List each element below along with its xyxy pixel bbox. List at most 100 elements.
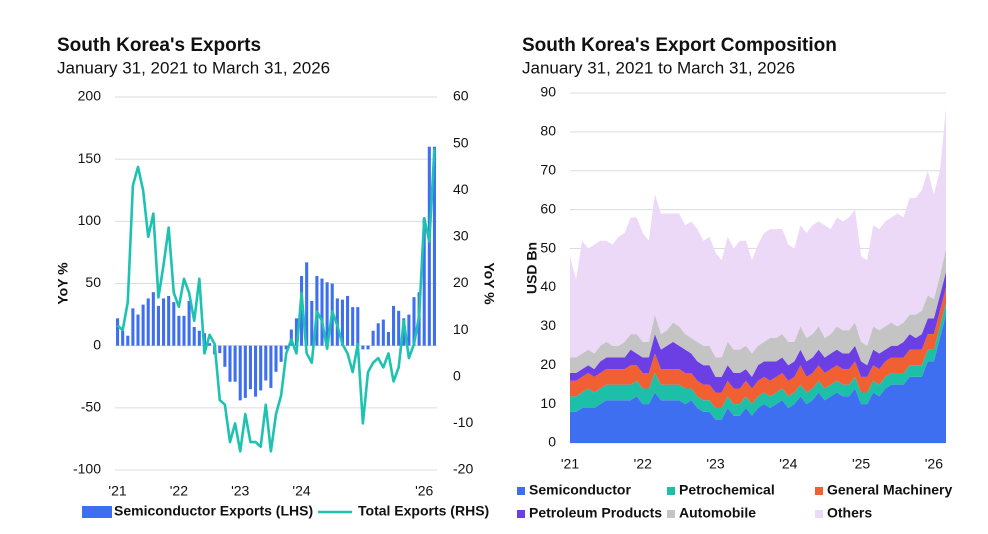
legend-swatch: [667, 487, 675, 495]
bar: [376, 323, 380, 346]
area: [570, 287, 946, 408]
y-tick-label: 0: [93, 336, 101, 352]
line: [116, 148, 436, 453]
y2-tick-label: -10: [453, 414, 473, 430]
bar: [305, 262, 309, 346]
bar: [208, 343, 212, 346]
bar: [294, 318, 298, 346]
bar: [289, 329, 293, 346]
bar: [151, 292, 155, 346]
legend-label: Semiconductor Exports (LHS): [114, 503, 313, 519]
y-tick-label: -100: [73, 461, 101, 477]
y-tick-label: 100: [78, 212, 102, 228]
bar: [259, 345, 263, 391]
x-tick-label: '24: [779, 456, 797, 472]
legend-swatch: [517, 487, 525, 495]
bar: [248, 345, 252, 390]
x-tick-label: '21: [561, 456, 579, 472]
bar: [182, 315, 186, 346]
legend-swatch: [667, 510, 675, 518]
y-tick-label: 90: [540, 84, 556, 100]
y2-tick-label: 20: [453, 274, 469, 290]
x-tick-label: '26: [925, 456, 943, 472]
legend-label: Others: [827, 505, 872, 521]
bar: [243, 345, 247, 398]
x-tick-label: '23: [231, 483, 249, 499]
bar: [192, 327, 196, 346]
y-tick-label: 60: [540, 200, 556, 216]
legend-swatch: [815, 487, 823, 495]
y-axis-label: YoY %: [55, 262, 71, 305]
bar: [233, 345, 237, 382]
bar: [162, 298, 166, 346]
area: [570, 314, 946, 443]
y-axis-label: USD Bn: [524, 242, 540, 294]
bar: [126, 335, 130, 346]
y2-tick-label: -20: [453, 461, 473, 477]
area: [570, 303, 946, 420]
bar: [156, 305, 160, 346]
y-tick-label: 30: [540, 317, 556, 333]
bar: [269, 345, 273, 388]
bar: [254, 345, 258, 397]
bar: [407, 314, 411, 346]
legend-label: Semiconductor: [529, 482, 631, 498]
area: [570, 108, 946, 358]
area: [570, 248, 946, 377]
x-tick-label: '24: [292, 483, 310, 499]
bar: [172, 302, 176, 346]
bar: [274, 345, 278, 372]
legend-swatch: [517, 510, 525, 518]
bar: [320, 278, 324, 346]
chart-title: South Korea's Export Composition: [522, 35, 837, 56]
legend-swatch: [815, 510, 823, 518]
bar: [325, 282, 329, 346]
bar: [371, 330, 375, 346]
bar: [356, 307, 360, 346]
y-tick-label: -50: [81, 399, 101, 415]
bar: [386, 331, 390, 346]
bar: [432, 146, 436, 346]
legend-label: Petrochemical: [679, 482, 775, 498]
y-tick-label: 10: [540, 395, 556, 411]
bar: [177, 315, 181, 346]
bar: [218, 345, 222, 354]
bar: [310, 300, 314, 346]
bar: [284, 345, 288, 350]
bar: [351, 307, 355, 346]
y2-tick-label: 40: [453, 181, 469, 197]
y2-tick-label: 10: [453, 321, 469, 337]
y-tick-label: 20: [540, 356, 556, 372]
y2-tick-label: 30: [453, 228, 469, 244]
bar: [300, 276, 304, 346]
y-tick-label: 0: [548, 434, 556, 450]
y2-tick-label: 60: [453, 88, 469, 104]
area: [570, 271, 946, 393]
legend-label: Automobile: [679, 505, 756, 521]
bar: [381, 319, 385, 346]
x-tick-label: '25: [852, 456, 870, 472]
legend-label: General Machinery: [827, 482, 952, 498]
x-tick-label: '23: [706, 456, 724, 472]
y-tick-label: 200: [78, 88, 102, 104]
bar: [167, 295, 171, 346]
bar: [397, 310, 401, 346]
chart-subtitle: January 31, 2021 to March 31, 2026: [522, 58, 795, 77]
bar: [346, 295, 350, 346]
bar: [279, 345, 283, 362]
x-tick-label: '26: [415, 483, 433, 499]
y-tick-label: 50: [85, 274, 101, 290]
bar: [412, 297, 416, 346]
bar: [392, 305, 396, 346]
bar: [366, 345, 370, 350]
chart-title: South Korea's Exports: [57, 35, 261, 56]
bar: [141, 304, 145, 346]
legend-label: Total Exports (RHS): [358, 503, 489, 519]
bar: [238, 345, 242, 401]
bar: [223, 345, 227, 367]
bar: [264, 345, 268, 381]
bar: [361, 345, 365, 350]
x-tick-label: '22: [170, 483, 188, 499]
legend-label: Petroleum Products: [529, 505, 662, 521]
y-tick-label: 40: [540, 278, 556, 294]
